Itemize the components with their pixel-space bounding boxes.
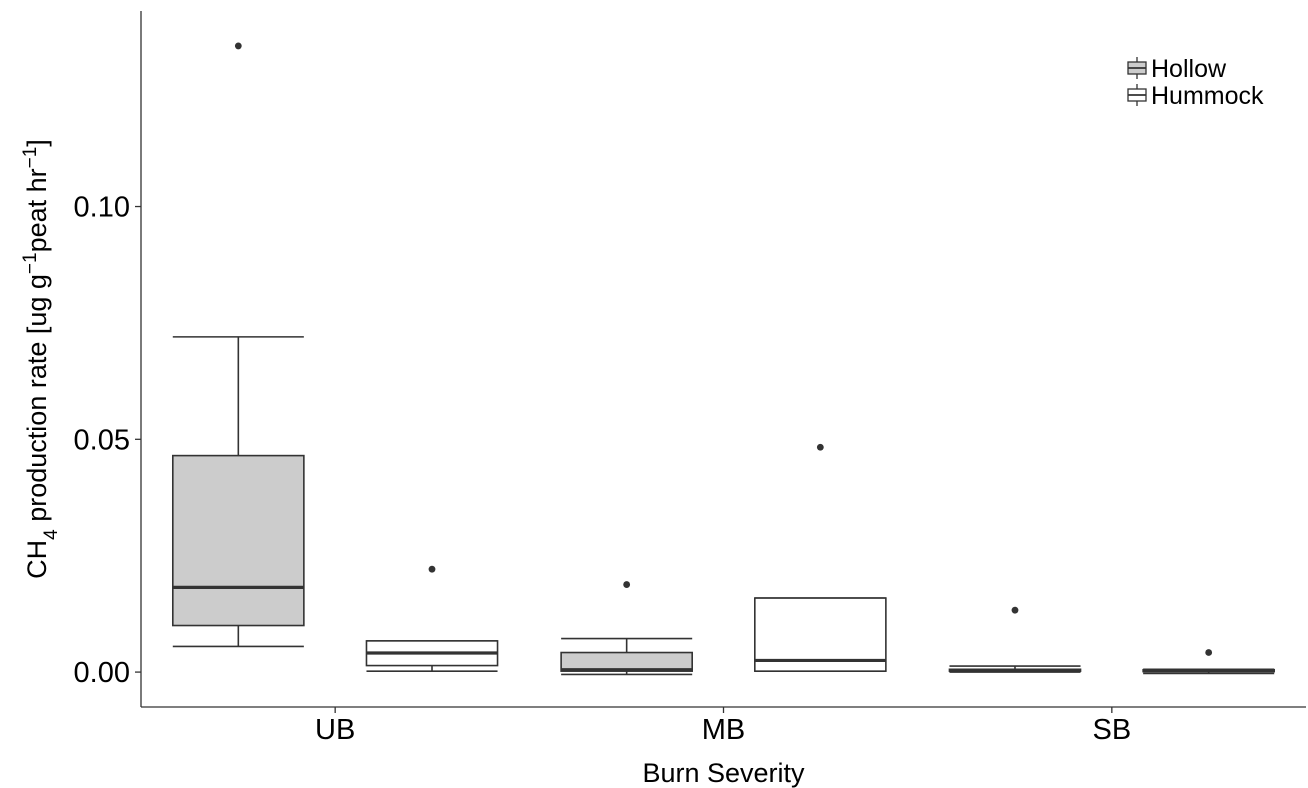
legend-item-hummock: Hummock: [1127, 82, 1264, 110]
legend-label: Hollow: [1151, 55, 1227, 83]
outlier-point: [1011, 606, 1019, 614]
legend-label: Hummock: [1151, 82, 1264, 110]
x-axis-title: Burn Severity: [642, 758, 805, 788]
y-axis-title: CH4 production rate [ug g−1peat hr−1]: [20, 139, 62, 579]
outlier-point: [816, 443, 824, 451]
box-rect: [171, 454, 305, 627]
axes: 0.00 0.05 0.10 UB MB SB: [74, 11, 1306, 746]
box-hummock-sb: [1142, 649, 1276, 675]
y-tick-label: 0.05: [74, 424, 130, 456]
y-title-superscript-2: −1: [20, 147, 41, 169]
outlier-point: [1205, 649, 1213, 656]
outlier-point: [234, 42, 242, 50]
box-hollow-sb: [948, 606, 1082, 673]
y-title-middle: production rate [ug g: [22, 274, 52, 529]
box-hollow-ub: [171, 42, 305, 648]
y-tick-label: 0.00: [74, 657, 130, 689]
plot-area: [171, 42, 1276, 676]
y-tick-label: 0.10: [74, 192, 130, 224]
y-title-prefix: CH: [22, 540, 52, 579]
y-title-suffix: ]: [22, 139, 52, 147]
box-hollow-mb: [560, 581, 693, 676]
legend-item-hollow: Hollow: [1127, 55, 1227, 83]
y-title-subscript: 4: [41, 529, 62, 540]
y-title-superscript-1: −1: [20, 252, 41, 274]
outlier-point: [428, 565, 436, 573]
box-hummock-ub: [365, 565, 499, 672]
x-tick-label: MB: [702, 714, 746, 746]
x-tick-label: UB: [315, 714, 355, 746]
y-title-middle-2: peat hr: [22, 168, 52, 252]
outlier-point: [623, 581, 631, 588]
x-tick-label: SB: [1092, 714, 1131, 746]
box-hummock-mb: [754, 443, 887, 672]
